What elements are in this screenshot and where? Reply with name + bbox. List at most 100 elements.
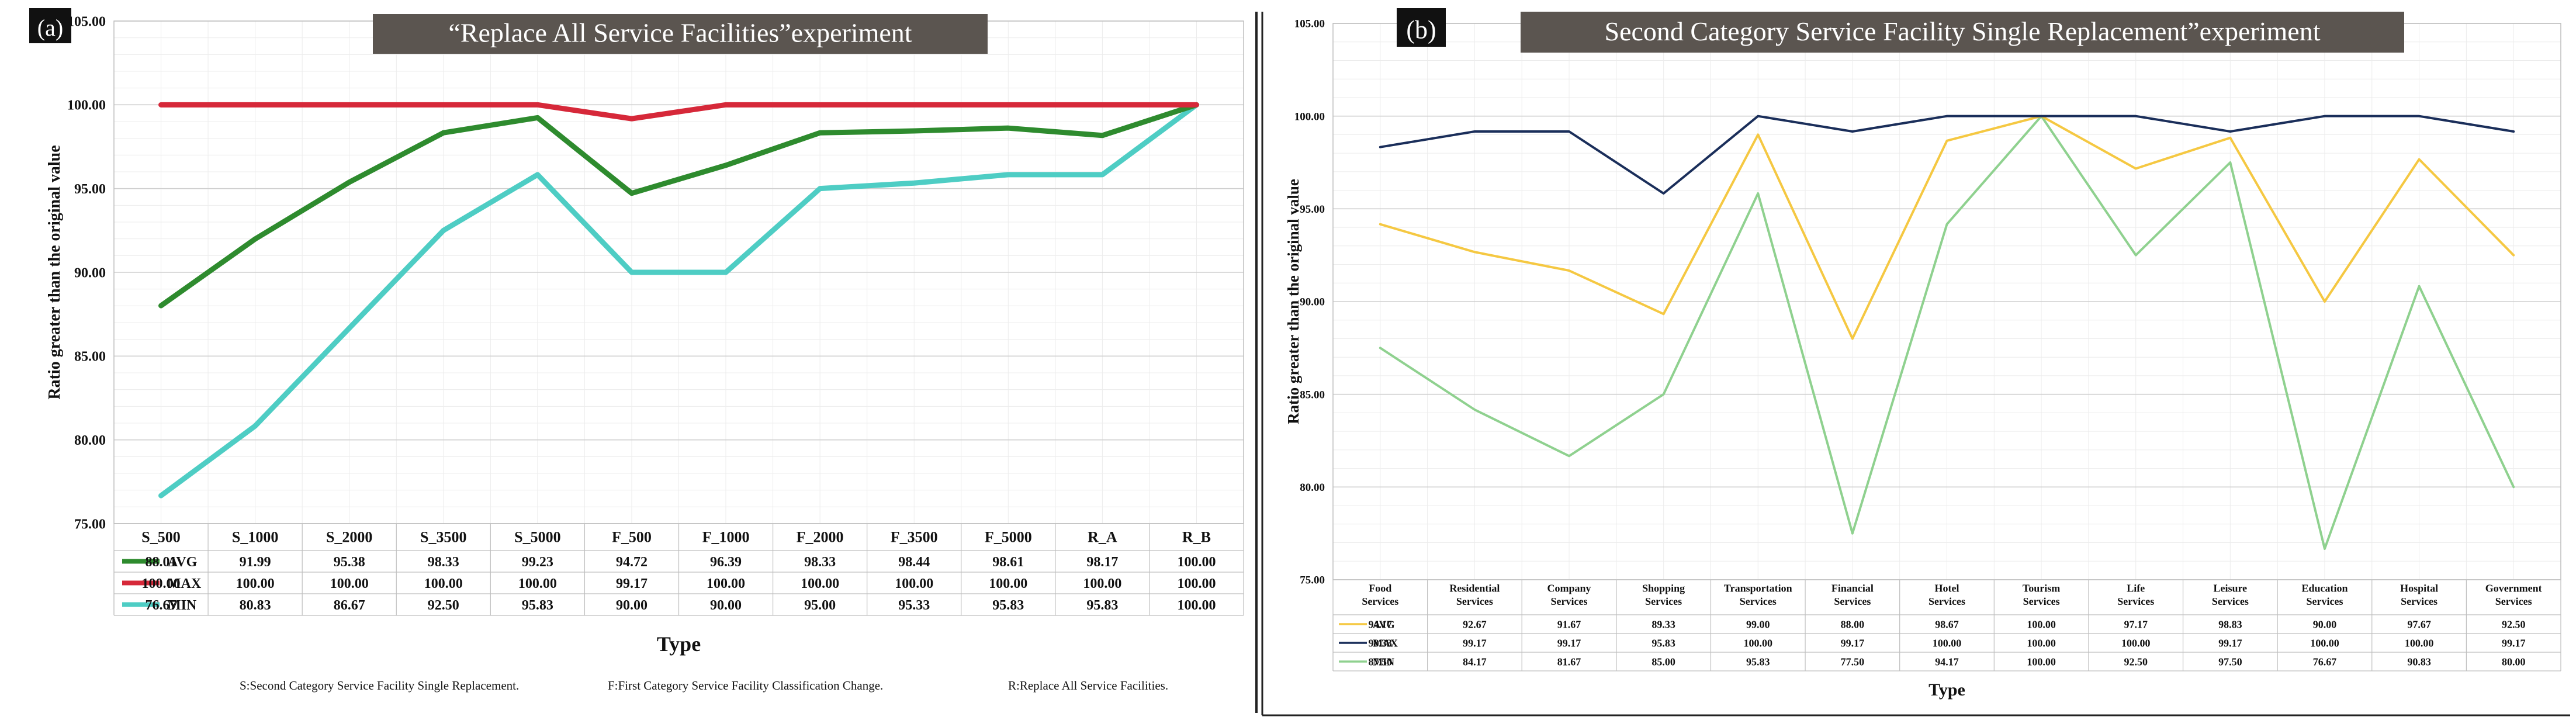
data-label: 100.00	[2027, 618, 2056, 630]
legend-label-min: MIN	[168, 598, 197, 613]
data-label: 80.00	[2502, 656, 2526, 667]
data-label: 100.00	[801, 576, 839, 591]
series-line-min	[158, 102, 1199, 498]
data-label: 91.99	[240, 555, 271, 570]
data-label: 98.17	[1086, 555, 1118, 570]
legend-label-max: MAX	[1373, 637, 1398, 649]
x-category-label: Services	[2117, 596, 2154, 607]
x-category-label: Services	[1740, 596, 1777, 607]
x-axis-label: Type	[1928, 680, 1965, 700]
y-tick-label: 105.00	[1294, 18, 1325, 30]
data-label: 100.00	[1933, 637, 1962, 649]
data-label: 92.50	[2124, 656, 2148, 667]
title-box	[1521, 12, 2404, 53]
series-line-avg	[1379, 115, 2515, 340]
data-label: 80.83	[240, 598, 271, 613]
y-tick-label: 80.00	[1300, 482, 1325, 494]
data-label: 95.83	[992, 598, 1024, 613]
y-tick-label: 100.00	[1294, 110, 1325, 123]
data-label: 92.50	[2502, 618, 2526, 630]
x-category-label: S_1000	[232, 528, 278, 545]
x-category-label: R_B	[1182, 528, 1211, 545]
x-category-label: Services	[1834, 596, 1871, 607]
data-label: 90.83	[2407, 656, 2431, 667]
data-label: 95.83	[1086, 598, 1118, 613]
data-label: 100.00	[518, 576, 557, 591]
data-label: 89.33	[1651, 618, 1675, 630]
data-label: 94.17	[1935, 656, 1959, 667]
panel-label-box	[29, 8, 71, 43]
x-category-label: S_3500	[420, 528, 466, 545]
data-label: 95.33	[898, 598, 930, 613]
x-category-label: S_2000	[326, 528, 372, 545]
series-line-max	[1379, 115, 2515, 195]
x-category-label: F_3500	[891, 528, 938, 545]
title-box	[373, 14, 988, 54]
data-label: 98.33	[804, 555, 836, 570]
data-label: 96.39	[710, 555, 742, 570]
footnote: F:First Category Service Facility Classi…	[608, 678, 883, 693]
x-category-label: Services	[2306, 596, 2343, 607]
y-axis-label: Ratio greater than the original value	[46, 145, 64, 399]
data-label: 95.83	[1746, 656, 1770, 667]
x-category-label: F_2000	[797, 528, 844, 545]
x-category-label: R_A	[1088, 528, 1117, 545]
y-tick-label: 90.00	[1300, 296, 1325, 309]
x-category-label: Residential	[1449, 583, 1500, 594]
data-label: 76.67	[2313, 656, 2337, 667]
data-label: 100.00	[2121, 637, 2151, 649]
y-tick-label: 80.00	[74, 433, 106, 448]
data-label: 98.33	[428, 555, 459, 570]
data-label: 100.00	[1177, 576, 1216, 591]
data-label: 100.00	[2027, 656, 2056, 667]
x-category-label: Hospital	[2400, 583, 2438, 594]
y-tick-label: 75.00	[74, 517, 106, 532]
x-category-label: Services	[2401, 596, 2437, 607]
data-label: 94.17	[1369, 618, 1393, 630]
x-category-label: Education	[2301, 583, 2348, 594]
y-tick-label: 105.00	[67, 14, 106, 29]
data-label: 100.00	[707, 576, 745, 591]
x-category-label: Services	[1456, 596, 1493, 607]
x-category-label: Tourism	[2023, 583, 2060, 594]
x-category-label: S_5000	[514, 528, 560, 545]
data-label: 100.00	[2310, 637, 2339, 649]
x-category-label: F_5000	[985, 528, 1032, 545]
y-tick-label: 90.00	[74, 265, 106, 281]
data-label: 92.67	[1463, 618, 1487, 630]
data-label: 100.00	[142, 576, 181, 591]
data-label: 81.67	[1557, 656, 1581, 667]
data-label: 100.00	[989, 576, 1027, 591]
x-category-label: Food	[1369, 583, 1391, 594]
data-label: 95.83	[1651, 637, 1675, 649]
y-tick-label: 100.00	[67, 98, 106, 113]
data-label: 100.00	[1083, 576, 1121, 591]
data-label: 100.00	[2027, 637, 2056, 649]
y-tick-label: 85.00	[74, 349, 106, 365]
x-category-label: Services	[2023, 596, 2060, 607]
data-label: 84.17	[1463, 656, 1487, 667]
data-label: 98.33	[1369, 637, 1393, 649]
x-category-label: S_500	[141, 528, 180, 545]
x-category-label: Services	[1645, 596, 1682, 607]
data-label: 90.00	[710, 598, 742, 613]
x-category-label: Services	[1551, 596, 1588, 607]
data-label: 98.67	[1935, 618, 1959, 630]
data-label: 95.83	[522, 598, 553, 613]
legend-label-max: MAX	[168, 576, 202, 591]
x-category-label: F_500	[612, 528, 652, 545]
y-axis-label: Ratio greater than the original value	[1284, 179, 1302, 424]
y-tick-label: 85.00	[1300, 389, 1325, 401]
data-label: 100.00	[1177, 598, 1216, 613]
panel-label: (a)	[37, 15, 63, 41]
data-label: 91.67	[1557, 618, 1581, 630]
data-label: 98.61	[992, 555, 1024, 570]
data-label: 94.72	[616, 555, 648, 570]
data-label: 85.00	[1651, 656, 1675, 667]
x-category-label: Hotel	[1935, 583, 1959, 594]
x-category-label: F_1000	[702, 528, 750, 545]
panel-label-box	[1397, 8, 1446, 47]
x-category-label: Leisure	[2214, 583, 2248, 594]
data-label: 86.67	[334, 598, 365, 613]
data-label: 100.00	[236, 576, 275, 591]
